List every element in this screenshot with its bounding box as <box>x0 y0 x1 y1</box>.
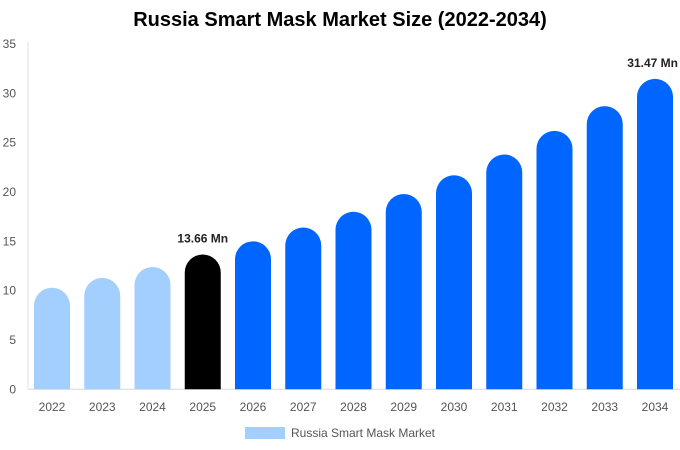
x-tick-label: 2028 <box>340 400 367 414</box>
legend: Russia Smart Mask Market <box>0 426 680 440</box>
bar-2029 <box>385 193 422 390</box>
x-tick-label: 2024 <box>139 400 166 414</box>
bar-2023 <box>84 277 121 390</box>
bar-2024 <box>134 266 171 390</box>
y-tick-label: 15 <box>3 234 17 248</box>
bar-2025 <box>184 254 221 390</box>
bar-2022 <box>34 287 70 390</box>
x-tick-label: 2029 <box>390 400 417 414</box>
y-tick-label: 25 <box>3 136 17 150</box>
bar-2027 <box>285 227 322 390</box>
data-label: 31.47 Mn <box>627 56 678 70</box>
x-tick-label: 2022 <box>39 400 66 414</box>
y-tick-label: 35 <box>3 37 17 51</box>
legend-swatch <box>244 427 285 439</box>
x-tick-label: 2027 <box>290 400 317 414</box>
x-tick-label: 2032 <box>541 400 568 414</box>
x-tick-label: 2030 <box>441 400 468 414</box>
x-tick-label: 2026 <box>240 400 267 414</box>
x-tick-label: 2023 <box>89 400 116 414</box>
y-tick-label: 30 <box>3 86 17 100</box>
bar-2032 <box>536 130 573 390</box>
x-tick-label: 2034 <box>642 400 669 414</box>
y-tick-label: 0 <box>9 382 16 396</box>
bar-2033 <box>586 106 623 390</box>
legend-label: Russia Smart Mask Market <box>290 426 436 440</box>
y-tick-label: 10 <box>3 284 17 298</box>
y-tick-label: 5 <box>9 333 16 347</box>
bar-2026 <box>235 241 271 390</box>
bar-2028 <box>335 211 372 390</box>
data-label: 13.66 Mn <box>177 232 228 246</box>
bar-2030 <box>436 175 472 390</box>
bar-2031 <box>486 154 523 390</box>
bar-2034 <box>637 78 673 390</box>
chart-title: Russia Smart Mask Market Size (2022-2034… <box>133 9 547 31</box>
x-tick-label: 2025 <box>189 400 216 414</box>
x-tick-label: 2033 <box>591 400 618 414</box>
y-tick-label: 20 <box>3 185 17 199</box>
x-tick-label: 2031 <box>491 400 518 414</box>
